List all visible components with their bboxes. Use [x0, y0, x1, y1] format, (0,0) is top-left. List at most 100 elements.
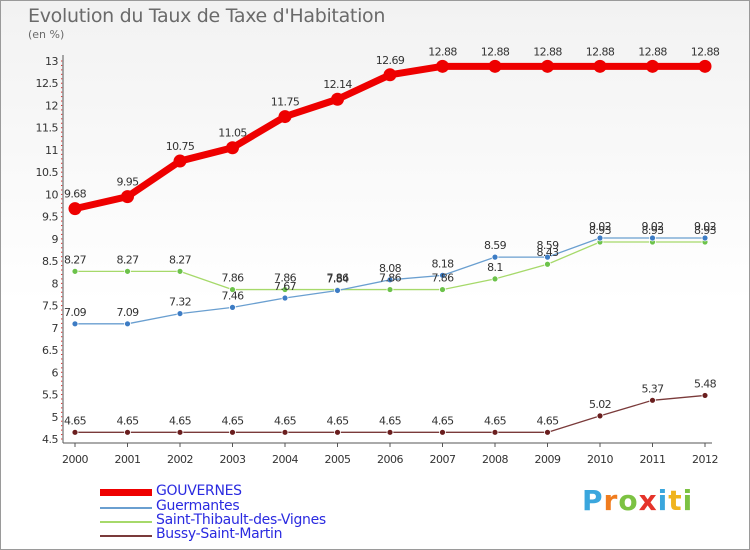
- y-minor-tick: [61, 402, 63, 404]
- y-minor-tick: [61, 162, 63, 164]
- y-minor-tick: [61, 171, 63, 173]
- data-point: [331, 92, 344, 106]
- data-label: 12.69: [376, 54, 405, 67]
- data-point: [229, 303, 236, 311]
- y-minor-tick: [61, 153, 63, 155]
- data-point: [71, 320, 79, 328]
- y-minor-tick: [61, 398, 63, 400]
- data-label: 9.02: [641, 220, 663, 233]
- y-tick-label: 11.5: [36, 122, 59, 135]
- data-point: [124, 320, 131, 328]
- data-point: [226, 141, 239, 155]
- y-minor-tick: [61, 180, 63, 182]
- data-label: 7.09: [64, 306, 87, 319]
- y-tick-label: 9: [52, 233, 59, 246]
- logo-letter: o: [618, 484, 639, 517]
- y-minor-tick: [61, 211, 63, 213]
- y-minor-tick: [61, 256, 63, 258]
- logo-letter: i: [657, 484, 669, 517]
- y-minor-tick: [61, 193, 63, 195]
- data-point: [439, 286, 446, 293]
- data-label: 7.32: [169, 296, 191, 309]
- y-minor-tick: [61, 340, 63, 342]
- y-minor-tick: [61, 265, 63, 267]
- unit-label: (en %): [28, 28, 65, 41]
- y-minor-tick: [61, 407, 63, 409]
- chart-title: Evolution du Taux de Taxe d'Habitation: [28, 5, 386, 27]
- y-minor-tick: [61, 349, 63, 351]
- data-point: [541, 59, 554, 73]
- data-label: 7.86: [379, 272, 402, 285]
- logo-letter: r: [603, 484, 619, 517]
- data-point: [176, 310, 184, 317]
- y-tick-label: 6: [52, 366, 59, 379]
- data-label: 7.46: [221, 289, 244, 302]
- data-label: 9.02: [694, 220, 716, 233]
- y-minor-tick: [61, 216, 63, 218]
- data-point: [68, 202, 82, 216]
- data-label: 8.59: [536, 239, 559, 252]
- data-label: 5.37: [641, 382, 664, 395]
- data-label: 12.88: [638, 45, 667, 58]
- data-point: [544, 253, 551, 261]
- y-minor-tick: [61, 229, 63, 231]
- data-label: 8.59: [484, 239, 507, 252]
- y-minor-tick: [61, 60, 63, 62]
- legend-label: Bussy-Saint-Martin: [156, 526, 283, 542]
- x-tick-label: 2009: [535, 453, 561, 466]
- y-minor-tick: [61, 416, 63, 418]
- y-minor-tick: [61, 78, 63, 80]
- data-label: 7.84: [326, 272, 349, 285]
- y-minor-tick: [61, 96, 63, 98]
- y-minor-tick: [61, 158, 63, 160]
- y-minor-tick: [61, 389, 63, 391]
- y-minor-tick: [61, 305, 63, 307]
- logo-letter: x: [638, 484, 658, 517]
- y-minor-tick: [61, 429, 63, 431]
- y-minor-tick: [61, 331, 63, 333]
- data-label: 9.95: [116, 176, 139, 189]
- data-point: [544, 428, 551, 436]
- y-minor-tick: [61, 122, 63, 124]
- y-tick-label: 6.5: [42, 344, 58, 357]
- y-minor-tick: [61, 207, 63, 209]
- data-label: 4.65: [116, 414, 139, 427]
- y-minor-tick: [61, 225, 63, 227]
- data-label: 7.67: [274, 280, 297, 293]
- y-minor-tick: [61, 291, 63, 293]
- y-minor-tick: [61, 385, 63, 387]
- data-label: 4.65: [169, 414, 192, 427]
- y-tick-label: 5: [52, 411, 59, 424]
- y-minor-tick: [61, 140, 63, 142]
- data-label: 11.05: [218, 127, 247, 140]
- y-minor-tick: [61, 91, 63, 93]
- y-tick-label: 12.5: [36, 77, 59, 90]
- y-minor-tick: [61, 336, 63, 338]
- data-point: [649, 234, 656, 242]
- y-minor-tick: [61, 238, 63, 240]
- data-point: [173, 154, 187, 168]
- y-tick-label: 12: [45, 99, 58, 112]
- data-label: 5.48: [694, 377, 717, 390]
- data-point: [698, 59, 712, 73]
- y-minor-tick: [61, 434, 63, 436]
- y-minor-tick: [61, 233, 63, 235]
- data-label: 4.65: [484, 414, 507, 427]
- legend-label: Guermantes: [156, 498, 240, 514]
- y-tick-label: 8.5: [42, 255, 58, 268]
- x-tick-label: 2002: [167, 453, 193, 466]
- data-point: [596, 412, 604, 420]
- y-tick-label: 10.5: [36, 166, 59, 179]
- y-minor-tick: [61, 394, 63, 396]
- legend-swatch: [100, 535, 152, 537]
- y-minor-tick: [61, 354, 63, 356]
- y-minor-tick: [61, 202, 63, 204]
- data-point: [491, 275, 499, 283]
- data-label: 9.68: [64, 188, 87, 201]
- y-minor-tick: [61, 322, 63, 324]
- data-label: 4.65: [64, 414, 87, 427]
- y-minor-tick: [61, 425, 63, 427]
- data-label: 4.65: [536, 414, 559, 427]
- data-point: [491, 428, 499, 436]
